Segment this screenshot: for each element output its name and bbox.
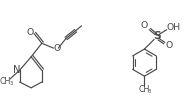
- Text: O: O: [27, 28, 34, 37]
- Text: O: O: [141, 21, 148, 30]
- Text: S: S: [153, 32, 161, 42]
- Text: 3: 3: [147, 89, 150, 94]
- Text: CH: CH: [139, 85, 150, 94]
- Text: O: O: [54, 44, 61, 53]
- Text: 3: 3: [10, 81, 13, 86]
- Text: O: O: [166, 41, 173, 50]
- Text: OH: OH: [166, 23, 180, 32]
- Text: CH: CH: [0, 77, 11, 87]
- Text: N: N: [13, 65, 20, 75]
